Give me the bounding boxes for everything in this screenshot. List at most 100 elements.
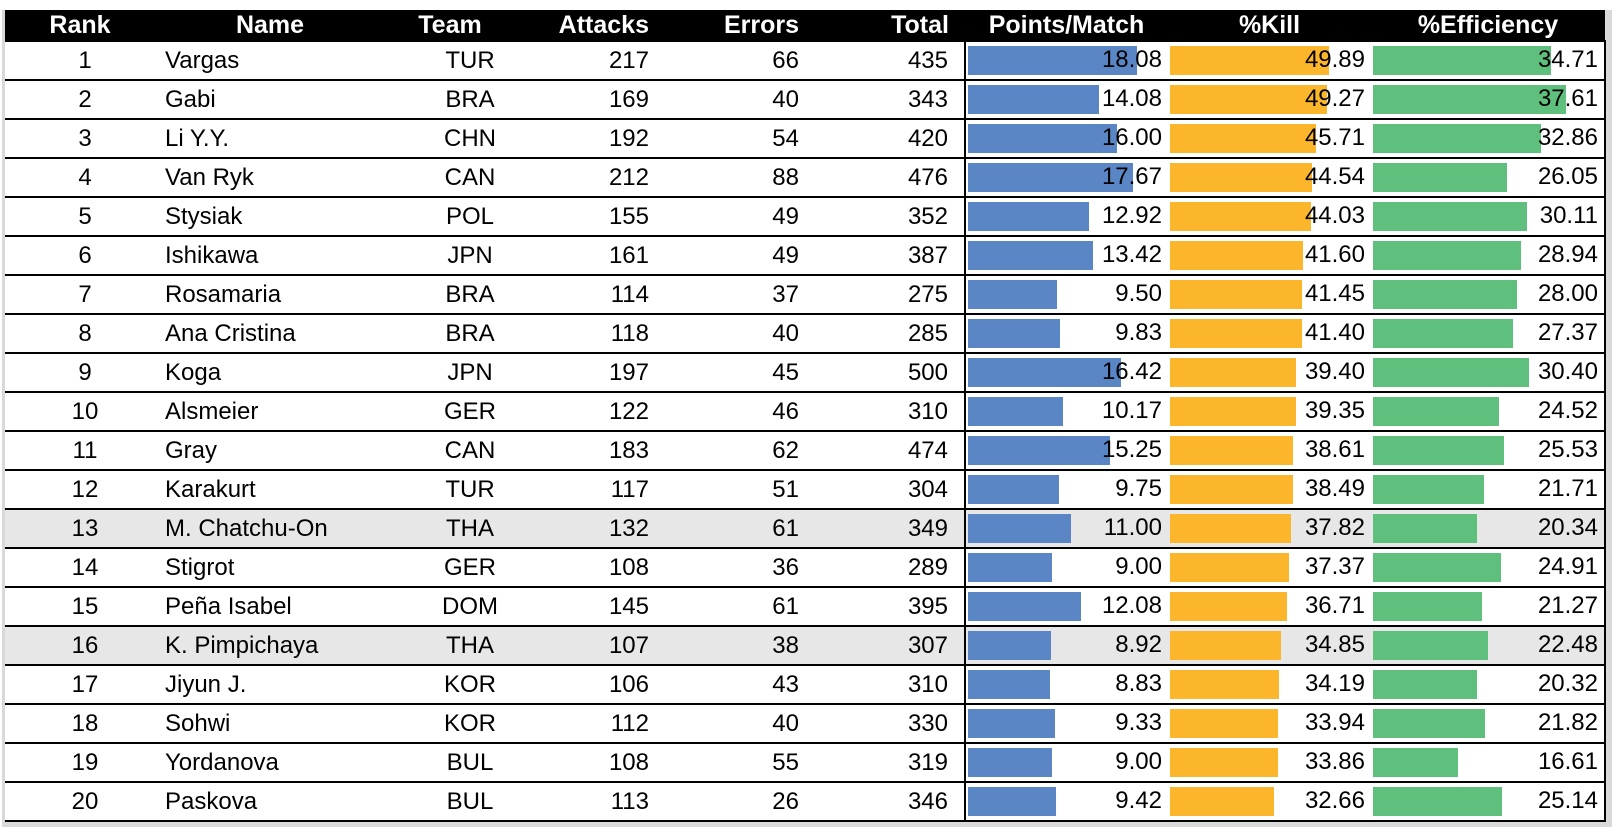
cell-efficiency-pct[interactable]: 26.05 <box>1371 157 1606 197</box>
cell-rank[interactable]: 18 <box>5 703 155 743</box>
cell-rank[interactable]: 1 <box>5 40 155 80</box>
cell-team[interactable]: DOM <box>385 586 515 626</box>
cell-name[interactable]: Stysiak <box>155 196 385 236</box>
cell-rank[interactable]: 9 <box>5 352 155 392</box>
cell-kill-pct[interactable]: 33.94 <box>1168 703 1371 743</box>
cell-efficiency-pct[interactable]: 21.82 <box>1371 703 1606 743</box>
cell-efficiency-pct[interactable]: 20.34 <box>1371 508 1606 548</box>
table-row[interactable]: 15 Peña Isabel DOM 145 61 395 12.08 36.71 21.27 <box>5 586 1606 626</box>
cell-kill-pct[interactable]: 37.37 <box>1168 547 1371 587</box>
cell-attacks[interactable]: 112 <box>515 703 665 743</box>
cell-total[interactable]: 304 <box>815 469 965 509</box>
cell-kill-pct[interactable]: 36.71 <box>1168 586 1371 626</box>
cell-errors[interactable]: 54 <box>665 118 815 158</box>
cell-team[interactable]: GER <box>385 547 515 587</box>
cell-kill-pct[interactable]: 37.82 <box>1168 508 1371 548</box>
cell-team[interactable]: TUR <box>385 40 515 80</box>
cell-name[interactable]: Gray <box>155 430 385 470</box>
table-row[interactable]: 17 Jiyun J. KOR 106 43 310 8.83 34.19 20.32 <box>5 664 1606 704</box>
table-row[interactable]: 20 Paskova BUL 113 26 346 9.42 32.66 25.14 <box>5 781 1606 822</box>
cell-rank[interactable]: 8 <box>5 313 155 353</box>
cell-rank[interactable]: 6 <box>5 235 155 275</box>
cell-errors[interactable]: 88 <box>665 157 815 197</box>
cell-errors[interactable]: 40 <box>665 703 815 743</box>
header-rank[interactable]: Rank <box>5 10 155 41</box>
cell-kill-pct[interactable]: 33.86 <box>1168 742 1371 782</box>
cell-efficiency-pct[interactable]: 30.40 <box>1371 352 1606 392</box>
cell-efficiency-pct[interactable]: 20.32 <box>1371 664 1606 704</box>
cell-kill-pct[interactable]: 34.85 <box>1168 625 1371 665</box>
cell-name[interactable]: Jiyun J. <box>155 664 385 704</box>
table-row[interactable]: 12 Karakurt TUR 117 51 304 9.75 38.49 21.71 <box>5 469 1606 509</box>
cell-total[interactable]: 435 <box>815 40 965 80</box>
cell-rank[interactable]: 12 <box>5 469 155 509</box>
cell-points-per-match[interactable]: 12.92 <box>964 196 1168 236</box>
cell-rank[interactable]: 20 <box>5 781 155 822</box>
cell-efficiency-pct[interactable]: 25.53 <box>1371 430 1606 470</box>
header-team[interactable]: Team <box>385 10 515 41</box>
cell-points-per-match[interactable]: 9.75 <box>964 469 1168 509</box>
cell-total[interactable]: 474 <box>815 430 965 470</box>
table-row[interactable]: 9 Koga JPN 197 45 500 16.42 39.40 30.40 <box>5 352 1606 392</box>
cell-efficiency-pct[interactable]: 34.71 <box>1371 40 1606 80</box>
cell-errors[interactable]: 61 <box>665 508 815 548</box>
table-row[interactable]: 16 K. Pimpichaya THA 107 38 307 8.92 34.85 22.48 <box>5 625 1606 665</box>
cell-team[interactable]: GER <box>385 391 515 431</box>
cell-attacks[interactable]: 107 <box>515 625 665 665</box>
cell-kill-pct[interactable]: 49.27 <box>1168 79 1371 119</box>
cell-errors[interactable]: 61 <box>665 586 815 626</box>
cell-team[interactable]: TUR <box>385 469 515 509</box>
cell-rank[interactable]: 13 <box>5 508 155 548</box>
cell-rank[interactable]: 7 <box>5 274 155 314</box>
cell-points-per-match[interactable]: 9.33 <box>964 703 1168 743</box>
cell-team[interactable]: KOR <box>385 703 515 743</box>
cell-kill-pct[interactable]: 38.49 <box>1168 469 1371 509</box>
cell-attacks[interactable]: 183 <box>515 430 665 470</box>
cell-name[interactable]: K. Pimpichaya <box>155 625 385 665</box>
cell-attacks[interactable]: 155 <box>515 196 665 236</box>
cell-kill-pct[interactable]: 45.71 <box>1168 118 1371 158</box>
cell-points-per-match[interactable]: 8.92 <box>964 625 1168 665</box>
cell-attacks[interactable]: 122 <box>515 391 665 431</box>
cell-name[interactable]: Stigrot <box>155 547 385 587</box>
cell-efficiency-pct[interactable]: 32.86 <box>1371 118 1606 158</box>
cell-attacks[interactable]: 106 <box>515 664 665 704</box>
cell-total[interactable]: 275 <box>815 274 965 314</box>
cell-name[interactable]: Alsmeier <box>155 391 385 431</box>
table-row[interactable]: 5 Stysiak POL 155 49 352 12.92 44.03 30.11 <box>5 196 1606 236</box>
cell-points-per-match[interactable]: 11.00 <box>964 508 1168 548</box>
cell-name[interactable]: Paskova <box>155 781 385 822</box>
cell-attacks[interactable]: 169 <box>515 79 665 119</box>
cell-errors[interactable]: 62 <box>665 430 815 470</box>
table-row[interactable]: 7 Rosamaria BRA 114 37 275 9.50 41.45 28.00 <box>5 274 1606 314</box>
cell-team[interactable]: BRA <box>385 79 515 119</box>
cell-errors[interactable]: 45 <box>665 352 815 392</box>
cell-total[interactable]: 307 <box>815 625 965 665</box>
cell-kill-pct[interactable]: 44.54 <box>1168 157 1371 197</box>
cell-kill-pct[interactable]: 41.40 <box>1168 313 1371 353</box>
cell-attacks[interactable]: 197 <box>515 352 665 392</box>
cell-total[interactable]: 319 <box>815 742 965 782</box>
cell-total[interactable]: 310 <box>815 391 965 431</box>
cell-name[interactable]: Rosamaria <box>155 274 385 314</box>
cell-points-per-match[interactable]: 17.67 <box>964 157 1168 197</box>
table-row[interactable]: 14 Stigrot GER 108 36 289 9.00 37.37 24.91 <box>5 547 1606 587</box>
cell-attacks[interactable]: 108 <box>515 742 665 782</box>
cell-attacks[interactable]: 192 <box>515 118 665 158</box>
table-row[interactable]: 4 Van Ryk CAN 212 88 476 17.67 44.54 26.05 <box>5 157 1606 197</box>
table-row[interactable]: 6 Ishikawa JPN 161 49 387 13.42 41.60 28.94 <box>5 235 1606 275</box>
cell-efficiency-pct[interactable]: 25.14 <box>1371 781 1606 822</box>
cell-efficiency-pct[interactable]: 28.94 <box>1371 235 1606 275</box>
cell-team[interactable]: THA <box>385 625 515 665</box>
cell-rank[interactable]: 10 <box>5 391 155 431</box>
cell-attacks[interactable]: 145 <box>515 586 665 626</box>
cell-errors[interactable]: 51 <box>665 469 815 509</box>
cell-total[interactable]: 310 <box>815 664 965 704</box>
cell-rank[interactable]: 4 <box>5 157 155 197</box>
cell-rank[interactable]: 14 <box>5 547 155 587</box>
cell-attacks[interactable]: 117 <box>515 469 665 509</box>
cell-points-per-match[interactable]: 10.17 <box>964 391 1168 431</box>
cell-total[interactable]: 289 <box>815 547 965 587</box>
cell-team[interactable]: BUL <box>385 742 515 782</box>
cell-attacks[interactable]: 132 <box>515 508 665 548</box>
